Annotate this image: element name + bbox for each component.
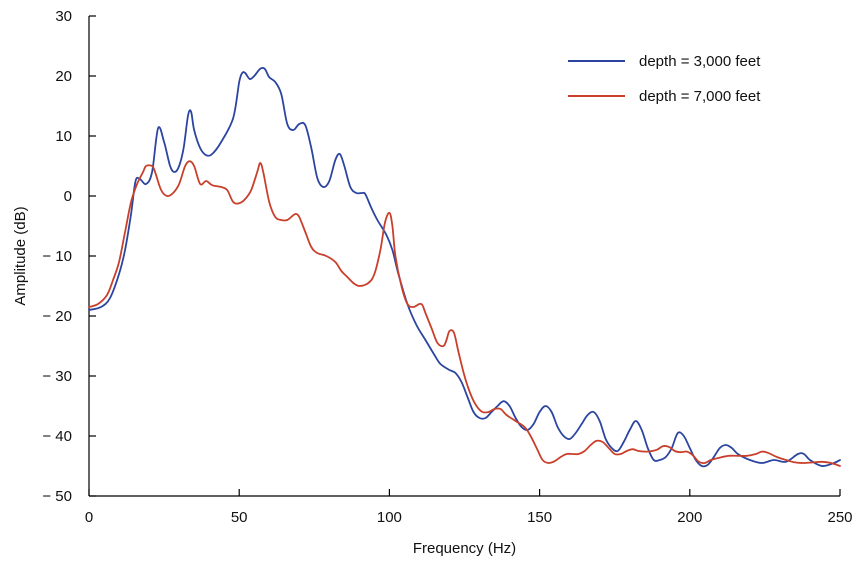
y-tick-label: − 10	[42, 248, 72, 265]
series-layer	[88, 66, 841, 468]
y-ticks: 30 20 10 0 − 10 − 20 − 30 − 40 − 50	[42, 8, 96, 505]
legend-item-1: depth = 7,000 feet	[568, 88, 761, 105]
x-tick-label: 250	[827, 509, 852, 526]
x-tick-label: 150	[527, 509, 552, 526]
x-tick-label: 100	[377, 509, 402, 526]
legend-item-0: depth = 3,000 feet	[568, 53, 761, 70]
y-tick-label: 30	[55, 8, 72, 25]
y-tick-label: − 20	[42, 308, 72, 325]
y-tick-label: − 50	[42, 488, 72, 505]
y-tick-label: 10	[55, 128, 72, 145]
series-line-0	[88, 66, 841, 468]
x-tick-label: 0	[85, 509, 93, 526]
x-axis-title: Frequency (Hz)	[413, 540, 516, 557]
y-axis-title: Amplitude (dB)	[12, 206, 29, 305]
y-tick-label: 20	[55, 68, 72, 85]
x-ticks: 0 50 100 150 200 250	[85, 489, 853, 526]
x-tick-label: 50	[231, 509, 248, 526]
legend-label-1: depth = 7,000 feet	[639, 88, 761, 105]
legend: depth = 3,000 feet depth = 7,000 feet	[568, 53, 761, 105]
series-line-1	[88, 160, 841, 467]
y-tick-label: − 40	[42, 428, 72, 445]
y-tick-label: 0	[64, 188, 72, 205]
legend-label-0: depth = 3,000 feet	[639, 53, 761, 70]
x-tick-label: 200	[677, 509, 702, 526]
y-tick-label: − 30	[42, 368, 72, 385]
